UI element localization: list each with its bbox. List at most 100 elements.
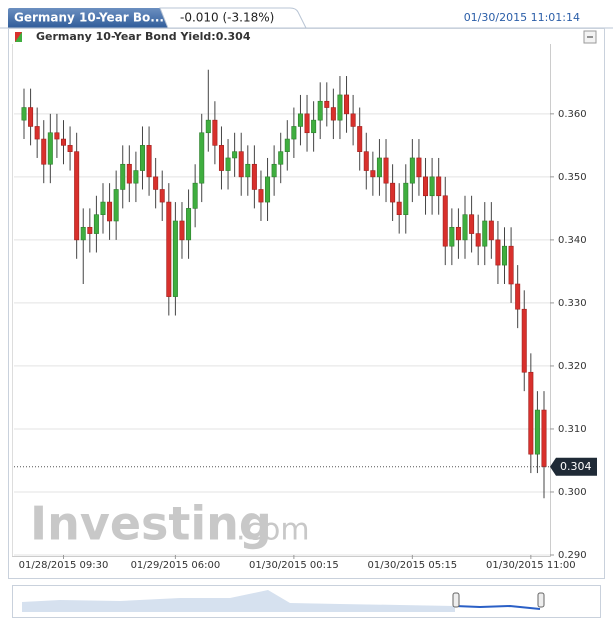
watermark-main: Investing [30,497,272,551]
candle-body [521,308,527,373]
candle-body [153,176,159,190]
candle-body [192,182,198,209]
candle-body [271,163,277,178]
candle-body [258,189,264,203]
plot: 0.290 0.300 0.310 0.320 0.330 0.340 0.350 0.360… [14,69,597,571]
navigator-area [22,590,455,612]
candle-body [265,176,271,203]
candle-body [297,113,303,127]
timestamp: 01/30/2015 11:01:14 [464,11,580,24]
candle-body [107,201,113,222]
candle-body [284,138,290,152]
candle-body [212,119,218,146]
candle-body [324,100,330,108]
candle-body [205,119,211,134]
candle-body [251,163,257,190]
candle-body [317,100,323,121]
candle-body [278,151,284,165]
candle-body [100,201,106,215]
y-tick-label: 0.290 [558,550,587,561]
candle-body [120,163,126,190]
candle-body [172,220,178,297]
candle-body [534,409,540,455]
candle-body [475,233,481,247]
candle-body [515,283,521,310]
candle-body [21,107,27,121]
candle-body [383,157,389,184]
candle-body [146,145,152,178]
candle-body [93,214,99,234]
last-value-label: 0.304 [560,460,592,473]
candle-body [139,145,145,171]
candle-body [376,157,382,178]
candle-body [113,189,119,222]
candle-body [330,107,336,121]
x-tick-label: 01/30/2015 00:15 [249,560,339,571]
candle-body [462,214,468,241]
candle-body [34,126,40,140]
candle-body [423,176,429,197]
candle-body [291,126,297,140]
candle-body [126,163,132,184]
tab-title: Germany 10-Year Bo... [14,11,164,25]
candle-body [409,157,415,184]
candle-body [396,201,402,215]
candle-body [357,126,363,152]
candle-body [436,176,442,197]
candle-body [159,189,165,203]
change: -0.010 (-3.18%) [180,11,274,25]
x-tick-label: 01/30/2015 11:00 [486,560,576,571]
candle-body [41,138,47,165]
candle-body [54,132,60,140]
candle-body [218,145,224,171]
candle-body [363,151,369,171]
y-tick-label: 0.340 [558,235,587,246]
candle-body [225,157,231,171]
candle-body [541,409,547,468]
candle-body [403,182,409,215]
candle-body [47,132,53,165]
candle-body [508,245,514,285]
tab[interactable] [8,8,168,28]
candle-body [166,201,172,297]
legend-swatch-up [15,32,22,42]
y-tick-label: 0.310 [558,424,587,435]
navigator-selection [454,604,541,610]
candle-body [311,119,317,134]
candle-body [304,113,310,134]
candle-body [60,138,66,146]
y-tick-label: 0.300 [558,487,587,498]
candle-body [390,182,396,203]
last-value-box [550,457,597,476]
candle-body [370,170,376,178]
candle-body [488,220,494,241]
tab-info [159,7,307,29]
candle-body [344,94,350,115]
navigator-handle-left[interactable] [452,592,460,608]
y-tick-label: 0.360 [558,109,587,120]
candle-body [238,151,244,178]
candle-body [133,170,139,184]
candle-body [528,371,534,455]
navigator-handle-right[interactable] [537,592,545,608]
y-tick-label: 0.330 [558,298,587,309]
candle-body [199,132,205,184]
candle-body [179,220,185,241]
candle-body [245,163,251,178]
x-tick-label: 01/30/2015 05:15 [368,560,458,571]
candle-body [67,145,73,152]
candle-body [350,113,356,127]
candle-body [482,220,488,247]
candle-body [502,245,508,266]
candle-body [74,151,80,241]
candle-body [186,208,192,241]
candle-body [416,157,422,178]
legend-label: Germany 10-Year Bond Yield:0.304 [36,30,251,43]
candle-body [87,226,93,234]
candle-body [429,176,435,197]
candle-body [232,151,238,159]
y-tick-label: 0.350 [558,172,587,183]
candle-body [455,226,461,241]
watermark-suffix: .com [236,513,310,548]
